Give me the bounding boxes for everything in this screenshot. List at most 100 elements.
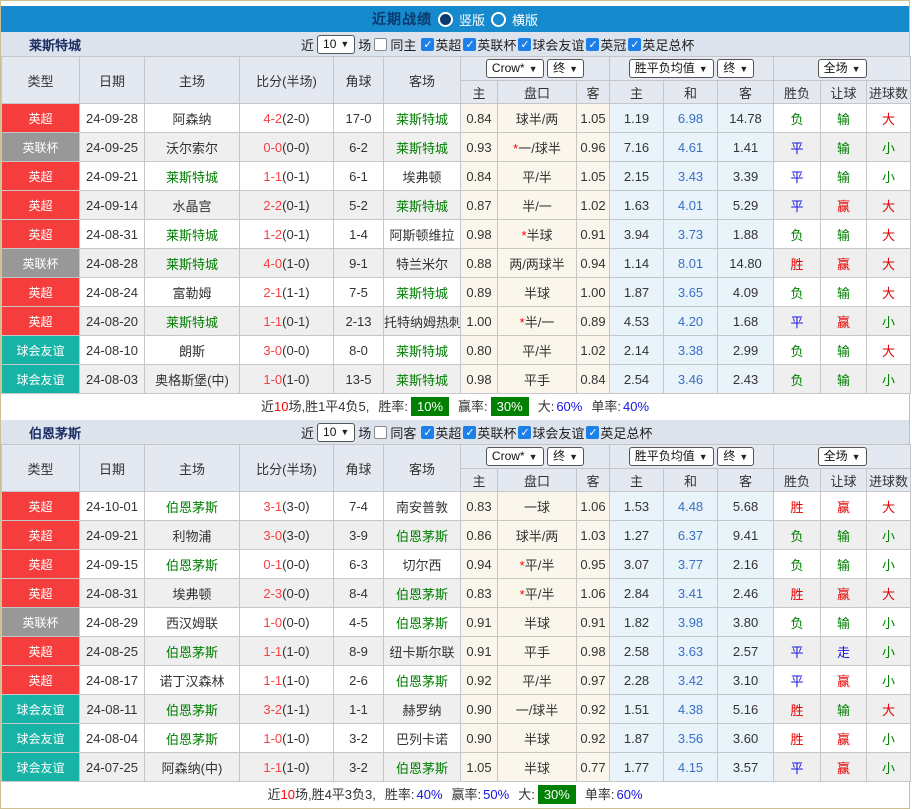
score-cell: 4-0(1-0)	[239, 248, 334, 278]
league-label[interactable]: 英足总杯	[600, 425, 653, 441]
away-team: 阿斯顿维拉	[383, 219, 461, 249]
avg-odds-away: 2.57	[717, 636, 775, 666]
radio-vertical-layout[interactable]	[437, 11, 453, 27]
handicap-line: 平/半	[497, 665, 577, 695]
league-label[interactable]: 英超	[435, 37, 462, 53]
handicap-odds-home: 0.92	[460, 665, 498, 695]
league-checkbox[interactable]	[463, 425, 477, 439]
recent-count-select[interactable]: 10 ▼	[317, 422, 356, 442]
handicap-group-header: Crow* ▼ 终 ▼	[459, 56, 611, 81]
league-badge: 英超	[1, 219, 80, 249]
home-team: 水晶宫	[144, 190, 240, 220]
subcol-goals: 进球数	[866, 80, 912, 104]
match-date: 24-09-15	[79, 549, 145, 579]
result-outcome: 平	[773, 190, 822, 220]
matches-unit-label: 场	[358, 425, 372, 441]
corner-score: 8-9	[333, 636, 384, 666]
league-label[interactable]: 英冠	[600, 37, 627, 53]
final-average-select[interactable]: 终 ▼	[717, 447, 755, 466]
result-outcome: 胜	[773, 491, 822, 521]
handicap-odds-home: 0.91	[460, 636, 498, 666]
summary-record: 胜4平3负3,	[311, 787, 376, 802]
handicap-outcome: 输	[820, 335, 868, 365]
match-date: 24-08-04	[79, 723, 145, 753]
avg-odds-home: 3.94	[609, 219, 665, 249]
radio-horizontal-layout[interactable]	[491, 11, 506, 27]
away-team: 伯恩茅斯	[383, 752, 461, 782]
team-name: 伯恩茅斯	[29, 425, 82, 441]
league-label[interactable]: 英超	[435, 425, 462, 441]
summary-record: 胜1平4负5,	[305, 399, 370, 414]
avg-odds-away: 2.43	[717, 364, 775, 394]
league-label[interactable]: 球会友谊	[532, 425, 585, 441]
league-label[interactable]: 英联杯	[477, 37, 517, 53]
summary-unit-label: 场,	[294, 787, 312, 802]
average-select[interactable]: 胜平负均值 ▼	[628, 59, 714, 78]
league-checkbox[interactable]	[628, 37, 642, 51]
handicap-odds-away: 1.02	[575, 335, 611, 365]
avg-odds-draw: 8.01	[663, 248, 719, 278]
final-average-select[interactable]: 终 ▼	[717, 59, 755, 78]
subcol-avg-draw: 和	[663, 80, 719, 104]
col-score: 比分(半场)	[239, 444, 334, 492]
handicap-odds-home: 0.90	[460, 694, 498, 724]
radio-vertical-label[interactable]: 竖版	[458, 12, 485, 28]
corner-score: 8-0	[333, 335, 384, 365]
subcol-goals: 进球数	[866, 468, 912, 492]
score-cell: 1-1(1-0)	[239, 752, 334, 782]
corner-score: 3-9	[333, 520, 384, 550]
summary-stat-value: 60%	[616, 787, 643, 802]
score-cell: 1-1(1-0)	[239, 665, 334, 695]
same-venue-checkbox[interactable]	[374, 37, 388, 51]
league-checkbox[interactable]	[421, 37, 435, 51]
bookmaker-select[interactable]: Crow* ▼	[485, 59, 544, 78]
league-checkbox[interactable]	[518, 425, 532, 439]
away-team: 伯恩茅斯	[383, 607, 461, 637]
team-section: 莱斯特城 近 10▼ 场 同主 英超英联杯球会友谊英冠英足总杯	[1, 32, 912, 420]
match-row: 球会友谊 24-08-11 伯恩茅斯 3-2(1-1) 1-1 赫罗纳 0.90…	[1, 694, 912, 724]
league-checkbox[interactable]	[421, 425, 435, 439]
section-header: 伯恩茅斯 近 10▼ 场 同客 英超英联杯球会友谊英足总杯	[1, 420, 909, 444]
avg-odds-draw: 6.98	[663, 103, 719, 133]
handicap-odds-away: 1.02	[575, 190, 611, 220]
recent-count-select[interactable]: 10 ▼	[317, 34, 356, 54]
col-away: 客场	[383, 444, 461, 492]
average-select[interactable]: 胜平负均值 ▼	[628, 447, 714, 466]
average-group-header: 胜平负均值 ▼ 终 ▼	[609, 56, 775, 81]
league-label[interactable]: 英足总杯	[642, 37, 695, 53]
league-label[interactable]: 球会友谊	[532, 37, 585, 53]
final-odds-select[interactable]: 终 ▼	[547, 59, 585, 78]
league-badge: 英超	[1, 636, 80, 666]
avg-odds-away: 2.16	[717, 549, 775, 579]
result-outcome: 平	[773, 161, 822, 191]
chevron-down-icon: ▼	[528, 451, 538, 462]
match-date: 24-08-10	[79, 335, 145, 365]
bookmaker-select[interactable]: Crow* ▼	[485, 447, 544, 466]
match-row: 英超 24-08-20 莱斯特城 1-1(0-1) 2-13 托特纳姆热刺 1.…	[1, 306, 912, 336]
league-label[interactable]: 英联杯	[477, 425, 517, 441]
same-venue-checkbox[interactable]	[374, 425, 388, 439]
scope-select[interactable]: 全场 ▼	[817, 447, 867, 466]
avg-odds-home: 1.87	[609, 277, 665, 307]
summary-stat-value: 50%	[483, 787, 510, 802]
score-cell: 1-2(0-1)	[239, 219, 334, 249]
league-checkbox[interactable]	[586, 425, 600, 439]
summary-stat-label: 大:	[518, 787, 535, 802]
scope-select[interactable]: 全场 ▼	[817, 59, 867, 78]
subcol-result: 胜负	[773, 80, 822, 104]
same-venue-label[interactable]: 同客	[390, 425, 417, 441]
league-filter: 英足总杯	[628, 35, 694, 54]
final-odds-select[interactable]: 终 ▼	[547, 447, 585, 466]
league-checkbox[interactable]	[586, 37, 600, 51]
handicap-odds-away: 0.98	[575, 636, 611, 666]
same-venue-label[interactable]: 同主	[390, 37, 417, 53]
league-checkbox[interactable]	[518, 37, 532, 51]
radio-horizontal-label[interactable]: 横版	[512, 12, 539, 28]
match-date: 24-08-03	[79, 364, 145, 394]
league-badge: 球会友谊	[1, 694, 80, 724]
handicap-line: 平手	[497, 364, 577, 394]
avg-odds-away: 2.46	[717, 578, 775, 608]
league-checkbox[interactable]	[463, 37, 477, 51]
home-team: 西汉姆联	[144, 607, 240, 637]
chevron-down-icon: ▼	[851, 63, 861, 74]
